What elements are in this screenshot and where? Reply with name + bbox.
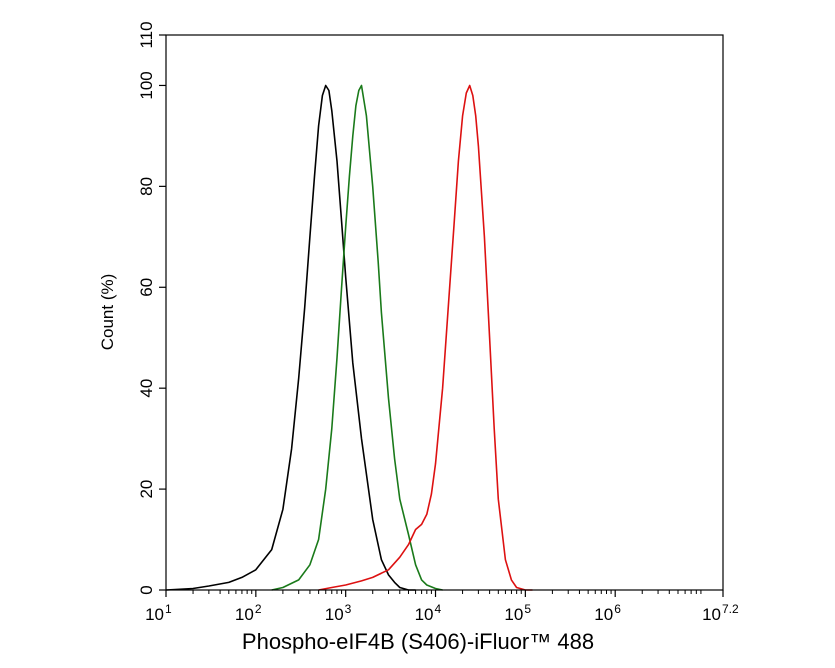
- x-tick-label: 10: [415, 605, 434, 624]
- x-tick-label: 10: [594, 605, 613, 624]
- series-layer: [165, 84, 533, 591]
- x-tick-exponent: 2: [255, 602, 262, 616]
- series-line-3: [318, 84, 533, 591]
- series-line-1: [165, 84, 416, 591]
- x-tick-label: 10: [702, 605, 721, 624]
- x-tick-exponent: 3: [345, 602, 352, 616]
- y-tick-label: 60: [137, 278, 156, 297]
- y-axis-title: Count (%): [98, 274, 117, 351]
- x-tick-exponent: 5: [524, 602, 531, 616]
- y-tick-label: 20: [137, 480, 156, 499]
- y-tick-label: 0: [137, 585, 156, 594]
- y-tick-label: 100: [137, 71, 156, 99]
- y-tick-label: 40: [137, 379, 156, 398]
- x-tick-label: 10: [504, 605, 523, 624]
- x-tick-exponent: 6: [614, 602, 621, 616]
- series-line-2: [271, 84, 443, 591]
- plot-area-frame: [165, 34, 724, 591]
- x-tick-exponent: 1: [165, 602, 172, 616]
- x-tick-label: 10: [145, 605, 164, 624]
- y-tick-label: 80: [137, 177, 156, 196]
- x-tick-label: 10: [325, 605, 344, 624]
- y-tick-label: 110: [137, 21, 156, 48]
- y-axis: 0 20 40 60 80 100 110: [137, 21, 166, 595]
- x-tick-exponent: 7.2: [722, 602, 739, 616]
- x-axis-title: Phospho-eIF4B (S406)-iFluor™ 488: [242, 629, 594, 654]
- x-axis: 10 1 10 2 10 3 10 4 10 5 10 6 10 7.2: [145, 590, 739, 624]
- x-tick-label: 10: [235, 605, 254, 624]
- x-tick-exponent: 4: [435, 602, 442, 616]
